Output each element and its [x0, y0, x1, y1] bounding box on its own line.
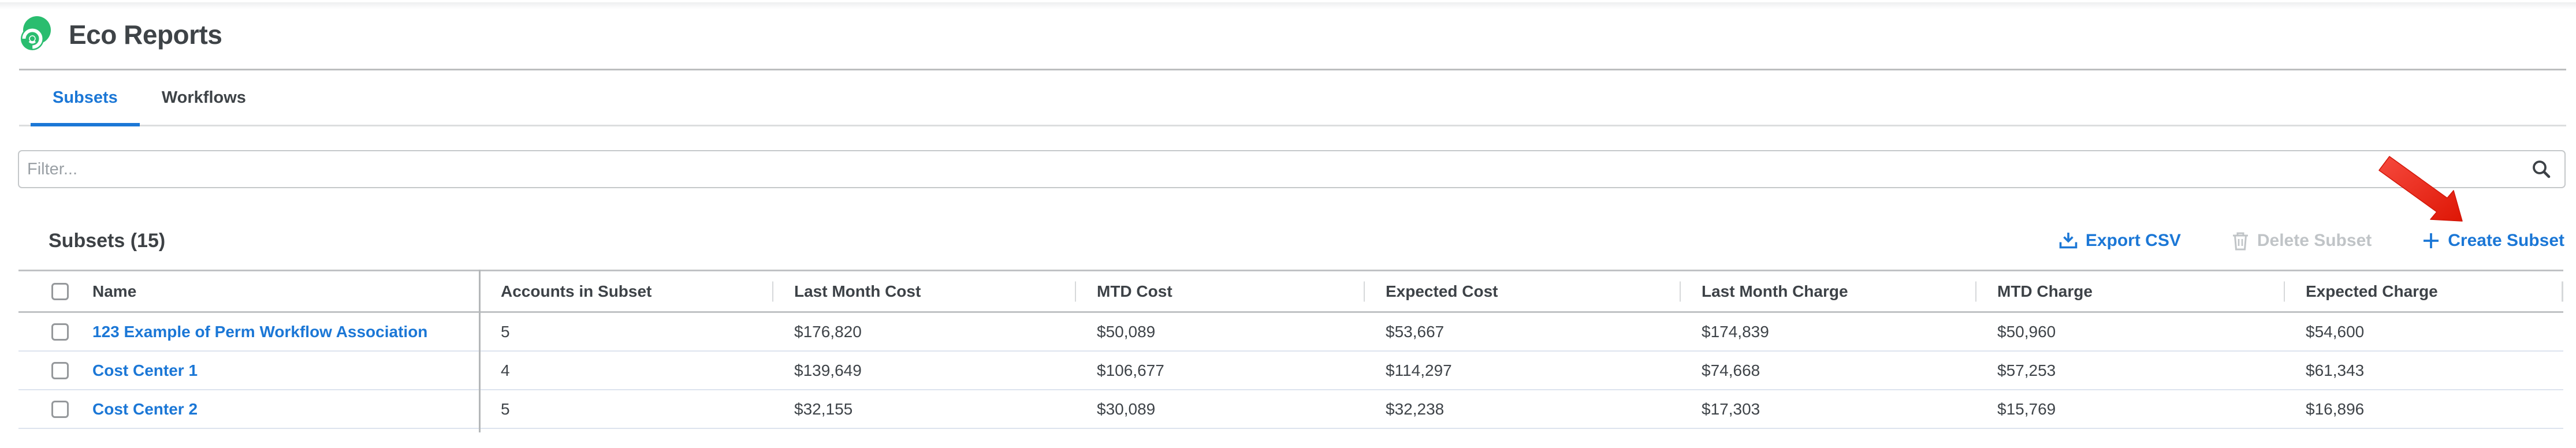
export-csv-button[interactable]: Export CSV [2058, 230, 2181, 251]
subset-name-link[interactable]: Cost Center 2 [92, 400, 198, 418]
eco-logo-icon [21, 16, 51, 50]
last-month-cost-cell: $176,820 [794, 322, 862, 341]
column-header-accounts[interactable]: Accounts in Subset [501, 282, 652, 300]
column-header-name[interactable]: Name [92, 282, 137, 300]
table-row[interactable]: Cost Center 2 5 $32,155 $30,089 $32,238 … [18, 390, 2563, 429]
trash-icon [2232, 232, 2248, 251]
filter-input[interactable] [18, 150, 2566, 188]
tab-bar: Subsets Workflows [19, 70, 2566, 126]
subset-name-cell: 123 Example of Perm Workflow Association [74, 313, 479, 350]
export-csv-label: Export CSV [2085, 231, 2181, 250]
select-all-checkbox[interactable] [51, 282, 69, 300]
table-row[interactable]: Cost Center 1 4 $139,649 $106,677 $114,2… [18, 352, 2563, 390]
subsets-table: Name Accounts in Subset Last Month Cost … [18, 270, 2563, 432]
search-icon[interactable] [2531, 159, 2552, 180]
mtd-cost-cell: $30,089 [1097, 400, 1156, 418]
row-checkbox-cell [18, 352, 74, 389]
column-header-expected-cost[interactable]: Expected Cost [1364, 271, 1680, 311]
plus-icon [2424, 233, 2439, 248]
subset-name-link[interactable]: 123 Example of Perm Workflow Association [92, 322, 428, 341]
accounts-cell: 5 [501, 322, 510, 341]
column-header-expected-charge[interactable]: Expected Charge [2284, 271, 2563, 311]
mtd-cost-cell: $106,677 [1097, 361, 1164, 379]
expected-charge-cell: $16,896 [2306, 400, 2365, 418]
tab-subsets[interactable]: Subsets [31, 70, 140, 126]
subset-name-cell: Cost Center 2 [74, 390, 479, 428]
mtd-charge-cell: $15,769 [1997, 400, 2056, 418]
row-checkbox[interactable] [51, 361, 69, 379]
row-checkbox[interactable] [51, 323, 69, 341]
last-month-charge-cell: $74,668 [1702, 361, 1760, 379]
last-month-cost-cell: $32,155 [794, 400, 853, 418]
expected-cost-cell: $32,238 [1386, 400, 1445, 418]
table-header-row: Name Accounts in Subset Last Month Cost … [18, 270, 2563, 313]
column-header-last-month-charge[interactable]: Last Month Charge [1680, 271, 1975, 311]
expected-charge-cell: $54,600 [2306, 322, 2365, 341]
subsets-toolbar: Subsets (15) Export CSV Delete Subset [18, 226, 2564, 255]
last-month-charge-cell: $174,839 [1702, 322, 1769, 341]
last-month-cost-cell: $139,649 [794, 361, 862, 379]
table-row[interactable]: 123 Example of Perm Workflow Association… [18, 313, 2563, 352]
window-top-shadow [0, 2, 2576, 9]
mtd-cost-cell: $50,089 [1097, 322, 1156, 341]
page-title: Eco Reports [69, 19, 222, 50]
column-header-mtd-cost[interactable]: MTD Cost [1075, 271, 1364, 311]
filter-bar [18, 150, 2566, 188]
expected-cost-cell: $53,667 [1386, 322, 1445, 341]
table-body: 123 Example of Perm Workflow Association… [18, 313, 2563, 429]
subset-name-cell: Cost Center 1 [74, 352, 479, 389]
expected-charge-cell: $61,343 [2306, 361, 2365, 379]
delete-subset-button[interactable]: Delete Subset [2231, 230, 2372, 251]
header-checkbox-cell [18, 271, 74, 311]
create-subset-button[interactable]: Create Subset [2421, 231, 2564, 251]
mtd-charge-cell: $57,253 [1997, 361, 2056, 379]
mtd-charge-cell: $50,960 [1997, 322, 2056, 341]
app-header: Eco Reports [0, 0, 2576, 69]
header-divider [19, 69, 2566, 70]
toolbar-actions: Export CSV Delete Subset Create Subset [2058, 230, 2564, 251]
row-checkbox[interactable] [51, 400, 69, 418]
create-subset-label: Create Subset [2448, 231, 2564, 250]
accounts-cell: 4 [501, 361, 510, 379]
subset-name-link[interactable]: Cost Center 1 [92, 361, 198, 379]
expected-cost-cell: $114,297 [1386, 361, 1452, 379]
row-checkbox-cell [18, 313, 74, 350]
subsets-count-heading: Subsets (15) [49, 229, 166, 252]
column-header-mtd-charge[interactable]: MTD Charge [1975, 271, 2284, 311]
last-month-charge-cell: $17,303 [1702, 400, 1760, 418]
download-icon [2059, 233, 2078, 249]
row-checkbox-cell [18, 390, 74, 428]
accounts-cell: 5 [501, 400, 510, 418]
tab-workflows[interactable]: Workflows [161, 88, 246, 107]
pinned-column-divider [479, 270, 481, 432]
delete-subset-label: Delete Subset [2257, 231, 2372, 250]
column-header-last-month-cost[interactable]: Last Month Cost [772, 271, 1075, 311]
